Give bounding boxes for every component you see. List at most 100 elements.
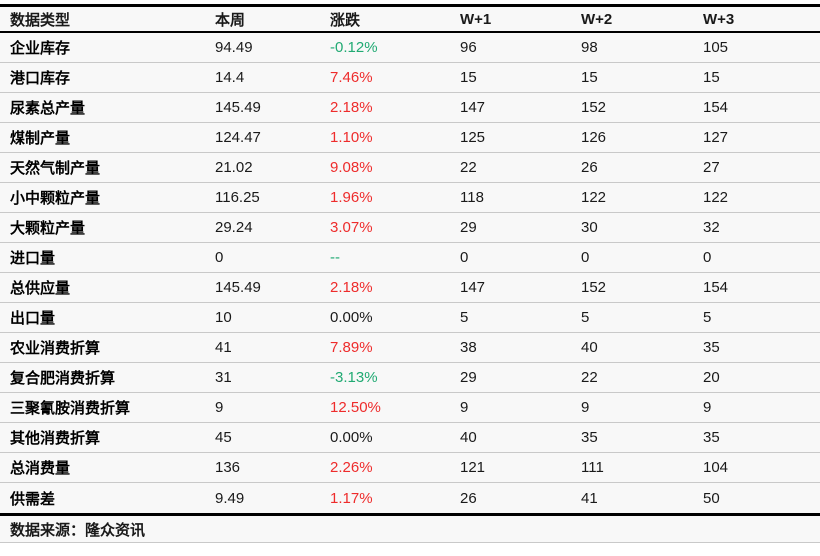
- value-w1: 5: [460, 309, 469, 326]
- value-current: 31: [215, 369, 232, 386]
- row-label: 农业消费折算: [10, 340, 101, 357]
- value-change: 2.18%: [330, 99, 373, 116]
- table-row: 出口量 10 0.00% 5 5 5: [0, 303, 820, 333]
- value-change: 12.50%: [330, 399, 381, 416]
- value-w2: 40: [581, 339, 598, 356]
- value-w3: 20: [703, 369, 720, 386]
- value-w3: 27: [703, 159, 720, 176]
- value-change: 3.07%: [330, 219, 373, 236]
- value-change: 1.96%: [330, 189, 373, 206]
- col-header-change: 涨跌: [330, 11, 361, 29]
- value-current: 145.49: [215, 279, 261, 296]
- value-w1: 22: [460, 159, 477, 176]
- value-w3: 127: [703, 129, 729, 146]
- table-row: 尿素总产量 145.49 2.18% 147 152 154: [0, 93, 820, 123]
- row-label: 大颗粒产量: [10, 220, 86, 237]
- value-change: 1.17%: [330, 489, 373, 507]
- table-row: 煤制产量 124.47 1.10% 125 126 127: [0, 123, 820, 153]
- value-w3: 9: [703, 399, 712, 416]
- value-current: 14.4: [215, 69, 245, 86]
- value-w3: 104: [703, 459, 729, 476]
- value-change: 9.08%: [330, 159, 373, 176]
- value-current: 41: [215, 339, 232, 356]
- value-w1: 9: [460, 399, 469, 416]
- row-label: 企业库存: [10, 40, 71, 57]
- row-label: 复合肥消费折算: [10, 370, 116, 387]
- col-header-w2: W+2: [581, 10, 613, 28]
- value-w2: 152: [581, 279, 607, 296]
- value-w1: 121: [460, 459, 486, 476]
- value-current: 0: [215, 249, 224, 266]
- value-w2: 41: [581, 489, 598, 507]
- value-w2: 22: [581, 369, 598, 386]
- value-w3: 154: [703, 279, 729, 296]
- col-header-this-week: 本周: [215, 11, 246, 29]
- value-w3: 35: [703, 429, 720, 446]
- value-w3: 122: [703, 189, 729, 206]
- value-change: -0.12%: [330, 39, 378, 56]
- value-change: 0.00%: [330, 309, 373, 326]
- row-label: 三聚氰胺消费折算: [10, 400, 131, 417]
- value-w3: 32: [703, 219, 720, 236]
- value-current: 94.49: [215, 39, 253, 56]
- table-row: 总消费量 136 2.26% 121 111 104: [0, 453, 820, 483]
- value-w3: 15: [703, 69, 720, 86]
- row-label: 出口量: [10, 310, 56, 327]
- value-w2: 126: [581, 129, 607, 146]
- value-w1: 96: [460, 39, 477, 56]
- value-w3: 154: [703, 99, 729, 116]
- value-change: -3.13%: [330, 369, 378, 386]
- value-w3: 5: [703, 309, 712, 326]
- table-row: 总供应量 145.49 2.18% 147 152 154: [0, 273, 820, 303]
- value-change: 7.46%: [330, 69, 373, 86]
- value-w1: 29: [460, 219, 477, 236]
- table-body: 企业库存 94.49 -0.12% 96 98 105 港口库存 14.4 7.…: [0, 33, 820, 516]
- col-header-w3: W+3: [703, 10, 735, 28]
- value-change: --: [330, 249, 340, 266]
- table-row: 三聚氰胺消费折算 9 12.50% 9 9 9: [0, 393, 820, 423]
- value-current: 145.49: [215, 99, 261, 116]
- value-w2: 111: [581, 459, 604, 476]
- value-current: 21.02: [215, 159, 253, 176]
- value-w2: 5: [581, 309, 590, 326]
- table-header-row: 数据类型 本周 涨跌 W+1 W+2 W+3: [0, 7, 820, 33]
- table-row: 大颗粒产量 29.24 3.07% 29 30 32: [0, 213, 820, 243]
- row-label: 小中颗粒产量: [10, 190, 101, 207]
- value-w1: 125: [460, 129, 486, 146]
- value-w2: 15: [581, 69, 598, 86]
- value-w1: 118: [460, 189, 484, 206]
- value-change: 2.26%: [330, 459, 373, 476]
- row-label: 天然气制产量: [10, 160, 101, 177]
- value-current: 9.49: [215, 489, 245, 507]
- row-label: 总供应量: [10, 280, 71, 297]
- value-w2: 122: [581, 189, 607, 206]
- value-current: 10: [215, 309, 232, 326]
- value-change: 0.00%: [330, 429, 373, 446]
- table-row: 复合肥消费折算 31 -3.13% 29 22 20: [0, 363, 820, 393]
- value-w1: 0: [460, 249, 469, 266]
- value-w2: 35: [581, 429, 598, 446]
- table-row: 企业库存 94.49 -0.12% 96 98 105: [0, 33, 820, 63]
- value-change: 7.89%: [330, 339, 373, 356]
- col-header-data-type: 数据类型: [10, 11, 71, 29]
- row-label: 供需差: [10, 490, 56, 508]
- table-row: 其他消费折算 45 0.00% 40 35 35: [0, 423, 820, 453]
- row-label: 煤制产量: [10, 130, 71, 147]
- data-source-note: 数据来源：隆众资讯: [0, 516, 820, 543]
- value-w3: 35: [703, 339, 720, 356]
- value-w1: 26: [460, 489, 477, 507]
- value-w2: 30: [581, 219, 598, 236]
- value-current: 45: [215, 429, 232, 446]
- table-row: 港口库存 14.4 7.46% 15 15 15: [0, 63, 820, 93]
- value-w1: 15: [460, 69, 477, 86]
- value-w2: 26: [581, 159, 598, 176]
- table-row: 小中颗粒产量 116.25 1.96% 118 122 122: [0, 183, 820, 213]
- value-w2: 0: [581, 249, 590, 266]
- value-w3: 50: [703, 489, 720, 507]
- table-row: 供需差 9.49 1.17% 26 41 50: [0, 483, 820, 513]
- row-label: 尿素总产量: [10, 100, 86, 117]
- value-w1: 38: [460, 339, 477, 356]
- row-label: 进口量: [10, 250, 56, 267]
- value-current: 116.25: [215, 189, 260, 206]
- value-change: 1.10%: [330, 129, 373, 146]
